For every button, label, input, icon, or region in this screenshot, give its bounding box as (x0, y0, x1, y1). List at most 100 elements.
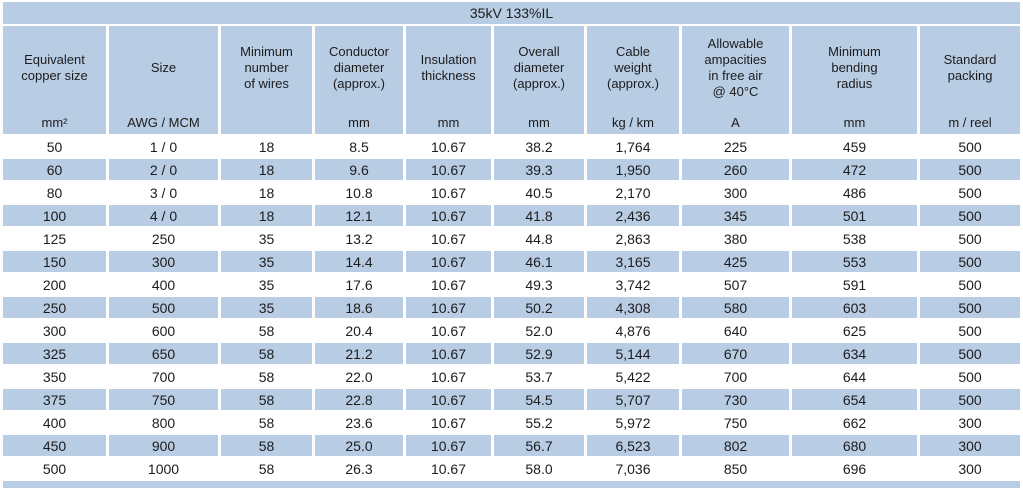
cell-overall-diameter: 52.9 (494, 343, 584, 364)
cell-cable-weight: 2,170 (587, 182, 679, 203)
cell-minimum-number-of-wires: 18 (221, 136, 312, 157)
cell-minimum-bending-radius: 459 (792, 136, 917, 157)
table-row: 100 4 / 0 18 12.1 10.67 41.8 2,436 345 501 500 (3, 205, 1021, 226)
cell-size: 750 (109, 389, 218, 410)
cell-equivalent-copper-size: 500 (3, 458, 106, 479)
table-row: 300 600 58 20.4 10.67 52.0 4,876 640 625 500 (3, 320, 1021, 341)
cell-minimum-number-of-wires: 35 (221, 228, 312, 249)
cell-equivalent-copper-size: 125 (3, 228, 106, 249)
cell-conductor-diameter: 17.6 (315, 274, 403, 295)
table-row: 450 900 58 25.0 10.67 56.7 6,523 802 680 300 (3, 435, 1021, 456)
cell-minimum-number-of-wires: 18 (221, 182, 312, 203)
cell-insulation-thickness: 10.67 (406, 435, 491, 456)
cell-allowable-ampacities: 850 (682, 458, 789, 479)
cell-allowable-ampacities: 670 (682, 343, 789, 364)
cell-cable-weight: 5,972 (587, 412, 679, 433)
cell-insulation-thickness: 10.67 (406, 251, 491, 272)
cell-allowable-ampacities: 380 (682, 228, 789, 249)
cell-minimum-number-of-wires: 58 (221, 343, 312, 364)
cell-conductor-diameter: 8.5 (315, 136, 403, 157)
cell-conductor-diameter: 22.8 (315, 389, 403, 410)
cell-equivalent-copper-size: 450 (3, 435, 106, 456)
cell-cable-weight: 1,950 (587, 159, 679, 180)
cell-standard-packing: 500 (920, 205, 1021, 226)
cell-insulation-thickness: 10.67 (406, 297, 491, 318)
table-row: 125 250 35 13.2 10.67 44.8 2,863 380 538 500 (3, 228, 1021, 249)
table-row: 375 750 58 22.8 10.67 54.5 5,707 730 654 500 (3, 389, 1021, 410)
cell-minimum-bending-radius: 625 (792, 320, 917, 341)
cell-conductor-diameter: 14.4 (315, 251, 403, 272)
cell-equivalent-copper-size: 400 (3, 412, 106, 433)
cell-size: 2 / 0 (109, 159, 218, 180)
cell-insulation-thickness: 10.67 (406, 136, 491, 157)
column-header-content: Equivalent copper size mm² (3, 26, 106, 134)
cell-minimum-number-of-wires: 35 (221, 251, 312, 272)
cell-size: 250 (109, 228, 218, 249)
cell-standard-packing: 500 (920, 366, 1021, 387)
cell-allowable-ampacities: 750 (682, 412, 789, 433)
column-header-content: Overall diameter (approx.) mm (494, 26, 584, 134)
column-unit: AWG / MCM (127, 114, 200, 130)
column-header-conductor-diameter: Conductor diameter (approx.) mm (315, 26, 403, 134)
cell-equivalent-copper-size: 60 (3, 159, 106, 180)
table-row: 60 2 / 0 18 9.6 10.67 39.3 1,950 260 472 500 (3, 159, 1021, 180)
cell-minimum-number-of-wires: 58 (221, 320, 312, 341)
cell-equivalent-copper-size: 250 (3, 297, 106, 318)
table-row: 500 1000 58 26.3 10.67 58.0 7,036 850 696 300 (3, 458, 1021, 479)
cell-minimum-bending-radius: 680 (792, 435, 917, 456)
cell-size: 700 (109, 366, 218, 387)
cell-cable-weight: 2,436 (587, 205, 679, 226)
cell-minimum-number-of-wires: 18 (221, 159, 312, 180)
cell-cable-weight: 6,523 (587, 435, 679, 456)
cell-minimum-bending-radius: 696 (792, 458, 917, 479)
cell-cable-weight: 4,308 (587, 297, 679, 318)
cell-overall-diameter: 40.5 (494, 182, 584, 203)
cell-standard-packing: 500 (920, 320, 1021, 341)
cell-minimum-number-of-wires: 58 (221, 435, 312, 456)
cell-overall-diameter: 39.3 (494, 159, 584, 180)
column-unit: mm (348, 114, 370, 130)
column-header-overall-diameter: Overall diameter (approx.) mm (494, 26, 584, 134)
cell-conductor-diameter: 21.2 (315, 343, 403, 364)
cell-allowable-ampacities: 730 (682, 389, 789, 410)
cell-standard-packing: 300 (920, 435, 1021, 456)
column-unit: mm (843, 114, 866, 130)
cell-size: 3 / 0 (109, 182, 218, 203)
cell-insulation-thickness: 10.67 (406, 228, 491, 249)
cell-conductor-diameter: 26.3 (315, 458, 403, 479)
column-label: Conductor diameter (approx.) (329, 43, 389, 92)
cell-allowable-ampacities: 425 (682, 251, 789, 272)
table-row: 400 800 58 23.6 10.67 55.2 5,972 750 662 300 (3, 412, 1021, 433)
cell-minimum-bending-radius: 472 (792, 159, 917, 180)
cell-standard-packing: 500 (920, 343, 1021, 364)
table-title-row: 35kV 133%IL (3, 2, 1021, 24)
cell-standard-packing: 500 (920, 136, 1021, 157)
cell-equivalent-copper-size: 80 (3, 182, 106, 203)
cell-size: 500 (109, 297, 218, 318)
cell-insulation-thickness: 10.67 (406, 389, 491, 410)
table-footer-row (3, 481, 1021, 488)
cell-standard-packing: 500 (920, 274, 1021, 295)
cell-minimum-number-of-wires: 58 (221, 389, 312, 410)
cell-minimum-number-of-wires: 58 (221, 412, 312, 433)
cell-equivalent-copper-size: 350 (3, 366, 106, 387)
column-label: Equivalent copper size (21, 51, 88, 83)
cell-standard-packing: 300 (920, 458, 1021, 479)
cell-minimum-bending-radius: 603 (792, 297, 917, 318)
cell-minimum-bending-radius: 538 (792, 228, 917, 249)
cell-minimum-bending-radius: 553 (792, 251, 917, 272)
cell-equivalent-copper-size: 200 (3, 274, 106, 295)
column-header-content: Cable weight (approx.) kg / km (587, 26, 679, 134)
table-row: 250 500 35 18.6 10.67 50.2 4,308 580 603 500 (3, 297, 1021, 318)
table-row: 150 300 35 14.4 10.67 46.1 3,165 425 553 500 (3, 251, 1021, 272)
cell-equivalent-copper-size: 375 (3, 389, 106, 410)
cell-standard-packing: 500 (920, 159, 1021, 180)
column-header-insulation-thickness: Insulation thickness mm (406, 26, 491, 134)
cell-cable-weight: 2,863 (587, 228, 679, 249)
cell-insulation-thickness: 10.67 (406, 159, 491, 180)
cell-insulation-thickness: 10.67 (406, 343, 491, 364)
column-unit (221, 110, 312, 134)
cell-conductor-diameter: 18.6 (315, 297, 403, 318)
cell-conductor-diameter: 10.8 (315, 182, 403, 203)
